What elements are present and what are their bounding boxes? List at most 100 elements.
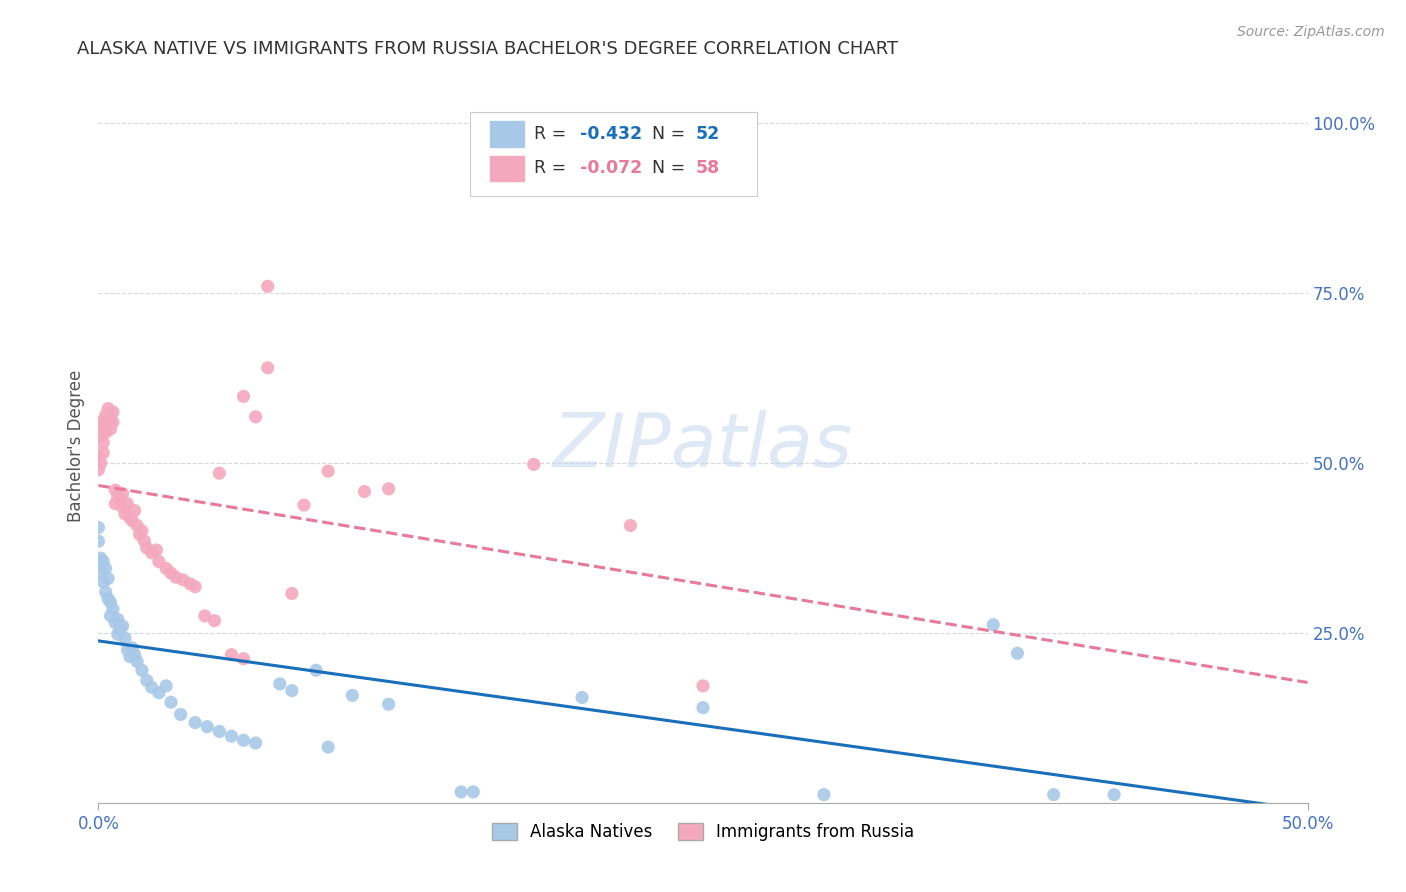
- Point: [232, 733, 254, 747]
- Point: [87, 449, 110, 463]
- Point: [172, 573, 194, 587]
- Point: [523, 458, 546, 472]
- Point: [195, 720, 218, 734]
- Bar: [491, 155, 524, 181]
- Point: [100, 412, 122, 426]
- Bar: [491, 121, 524, 147]
- Point: [100, 595, 122, 609]
- Point: [135, 541, 157, 555]
- Point: [165, 570, 187, 584]
- Point: [179, 577, 201, 591]
- Point: [121, 640, 143, 655]
- Point: [221, 729, 243, 743]
- Legend: Alaska Natives, Immigrants from Russia: Alaska Natives, Immigrants from Russia: [485, 816, 921, 848]
- Point: [91, 574, 114, 589]
- Point: [135, 673, 157, 688]
- Text: -0.432: -0.432: [579, 125, 641, 143]
- Point: [141, 546, 163, 560]
- Point: [108, 493, 131, 508]
- Point: [101, 405, 124, 419]
- Point: [463, 785, 485, 799]
- FancyBboxPatch shape: [470, 112, 758, 196]
- Point: [101, 415, 124, 429]
- Text: ZIPatlas: ZIPatlas: [553, 410, 853, 482]
- Point: [131, 663, 153, 677]
- Point: [692, 679, 714, 693]
- Point: [97, 401, 120, 416]
- Point: [111, 619, 134, 633]
- Text: 58: 58: [696, 160, 720, 178]
- Point: [100, 608, 122, 623]
- Point: [118, 510, 141, 524]
- Point: [155, 679, 177, 693]
- Point: [316, 464, 339, 478]
- Point: [245, 736, 267, 750]
- Point: [127, 518, 149, 533]
- Point: [256, 360, 278, 375]
- Point: [134, 534, 156, 549]
- Point: [87, 520, 110, 534]
- Point: [169, 707, 191, 722]
- Point: [90, 456, 112, 470]
- Text: 52: 52: [696, 125, 720, 143]
- Point: [221, 648, 243, 662]
- Point: [256, 279, 278, 293]
- Point: [377, 698, 399, 712]
- Text: R =: R =: [534, 160, 571, 178]
- Point: [104, 483, 127, 498]
- Point: [90, 565, 112, 579]
- Point: [281, 586, 304, 600]
- Point: [194, 608, 217, 623]
- Point: [305, 663, 328, 677]
- Point: [97, 572, 120, 586]
- Point: [232, 389, 254, 403]
- Point: [450, 785, 472, 799]
- Point: [981, 617, 1004, 632]
- Point: [281, 683, 304, 698]
- Point: [107, 627, 129, 641]
- Point: [104, 497, 127, 511]
- Point: [692, 700, 714, 714]
- Point: [353, 484, 375, 499]
- Point: [124, 648, 146, 662]
- Point: [127, 655, 149, 669]
- Point: [124, 503, 146, 517]
- Text: ALASKA NATIVE VS IMMIGRANTS FROM RUSSIA BACHELOR'S DEGREE CORRELATION CHART: ALASKA NATIVE VS IMMIGRANTS FROM RUSSIA …: [77, 40, 898, 58]
- Text: N =: N =: [652, 125, 690, 143]
- Point: [118, 649, 141, 664]
- Point: [104, 615, 127, 630]
- Text: -0.072: -0.072: [579, 160, 643, 178]
- Point: [94, 409, 117, 423]
- Y-axis label: Bachelor's Degree: Bachelor's Degree: [66, 370, 84, 522]
- Point: [91, 435, 114, 450]
- Point: [141, 680, 163, 694]
- Point: [160, 695, 183, 709]
- Point: [342, 689, 364, 703]
- Point: [204, 614, 226, 628]
- Point: [108, 623, 131, 637]
- Point: [269, 677, 291, 691]
- Point: [619, 518, 641, 533]
- Point: [111, 486, 134, 500]
- Point: [87, 534, 110, 549]
- Point: [155, 561, 177, 575]
- Point: [90, 551, 112, 566]
- Point: [97, 418, 120, 433]
- Point: [121, 514, 143, 528]
- Point: [111, 500, 134, 515]
- Point: [101, 602, 124, 616]
- Text: N =: N =: [652, 160, 690, 178]
- Point: [571, 690, 593, 705]
- Point: [160, 566, 183, 580]
- Point: [128, 527, 150, 541]
- Point: [117, 497, 139, 511]
- Point: [1007, 646, 1029, 660]
- Point: [94, 561, 117, 575]
- Point: [87, 463, 110, 477]
- Point: [117, 643, 139, 657]
- Point: [97, 591, 120, 606]
- Point: [813, 788, 835, 802]
- Point: [94, 585, 117, 599]
- Point: [208, 724, 231, 739]
- Point: [107, 490, 129, 504]
